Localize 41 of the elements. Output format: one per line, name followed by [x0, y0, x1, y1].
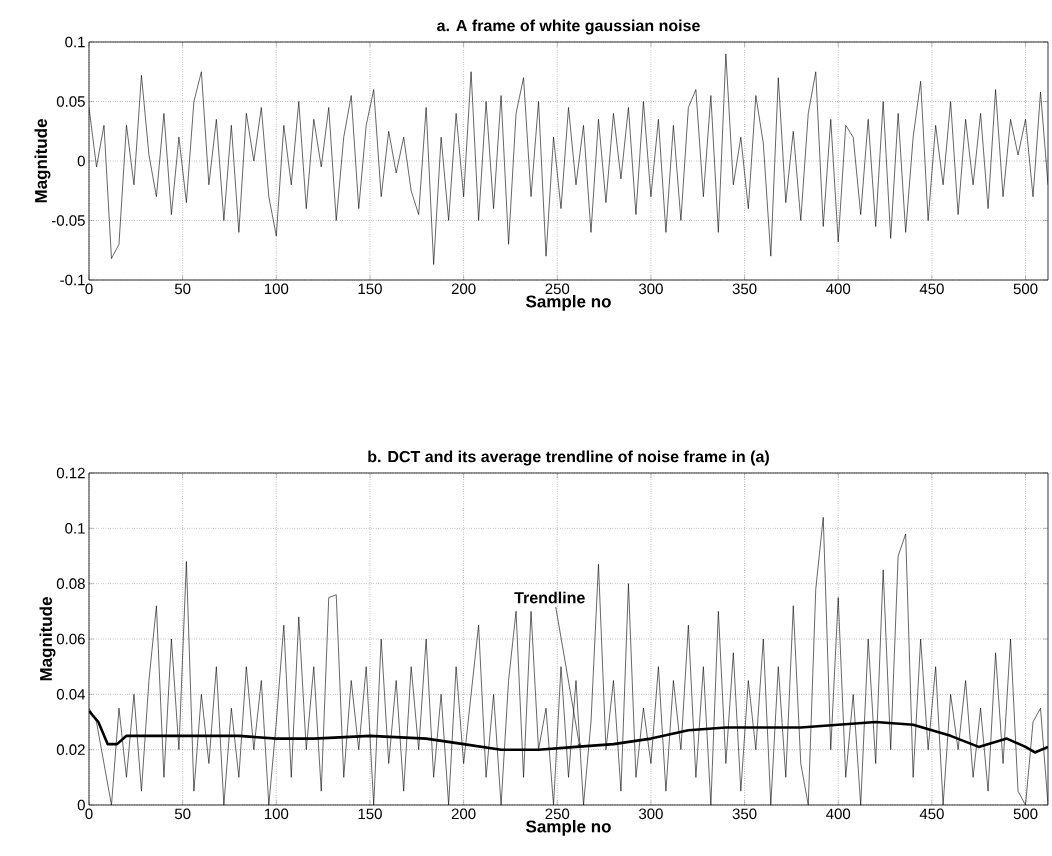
annotation: Trendline	[514, 591, 585, 604]
x-tick-label: 250	[545, 283, 570, 295]
x-axis-title: Sample no	[526, 820, 611, 836]
x-tick-label: 400	[826, 808, 851, 820]
x-tick-label: 500	[1013, 808, 1038, 820]
x-tick-label: 350	[732, 283, 757, 295]
x-tick-label: 200	[451, 283, 476, 295]
y-tick-label: 0.04	[56, 689, 86, 700]
x-tick-label: 100	[264, 808, 289, 820]
x-tick-label: 350	[732, 808, 757, 820]
x-axis-title: Sample no	[526, 294, 611, 311]
y-axis-title: Magnitude	[39, 597, 56, 681]
y-tick-label: 0.06	[56, 633, 85, 645]
x-tick-label: 450	[919, 283, 944, 295]
y-tick-label: 0.12	[56, 467, 85, 479]
y-tick-label: 0.1	[65, 523, 85, 534]
x-tick-label: 150	[358, 283, 382, 295]
y-tick-label: 0	[77, 799, 85, 811]
x-tick-label: 250	[545, 808, 570, 820]
x-tick-label: 200	[451, 808, 476, 820]
x-tick-label: 300	[638, 283, 663, 295]
x-tick-label: 450	[919, 808, 944, 820]
x-tick-label: 500	[1013, 283, 1038, 295]
x-tick-label: 0	[85, 808, 93, 820]
x-tick-label: 300	[638, 808, 663, 820]
y-tick-label: 0.08	[56, 578, 85, 589]
chart-title: b. DCT and its average trendline of noise frame in (a)	[368, 450, 769, 466]
y-tick-label: 0	[77, 155, 85, 167]
x-tick-label: 400	[826, 283, 851, 295]
y-tick-label: 0.02	[56, 744, 85, 755]
x-tick-label: 50	[174, 283, 191, 295]
y-tick-label: 0.05	[56, 96, 85, 107]
y-axis-title: Magnitude	[34, 119, 51, 203]
y-tick-label: -0.1	[60, 274, 85, 286]
x-tick-label: 50	[174, 808, 191, 820]
x-tick-label: 150	[358, 808, 382, 820]
x-tick-label: 100	[264, 283, 289, 295]
y-tick-label: -0.05	[51, 215, 85, 226]
x-tick-label: 0	[85, 283, 93, 295]
y-tick-label: 0.1	[65, 36, 85, 48]
chart-title: a. A frame of white gaussian noise	[437, 19, 700, 35]
